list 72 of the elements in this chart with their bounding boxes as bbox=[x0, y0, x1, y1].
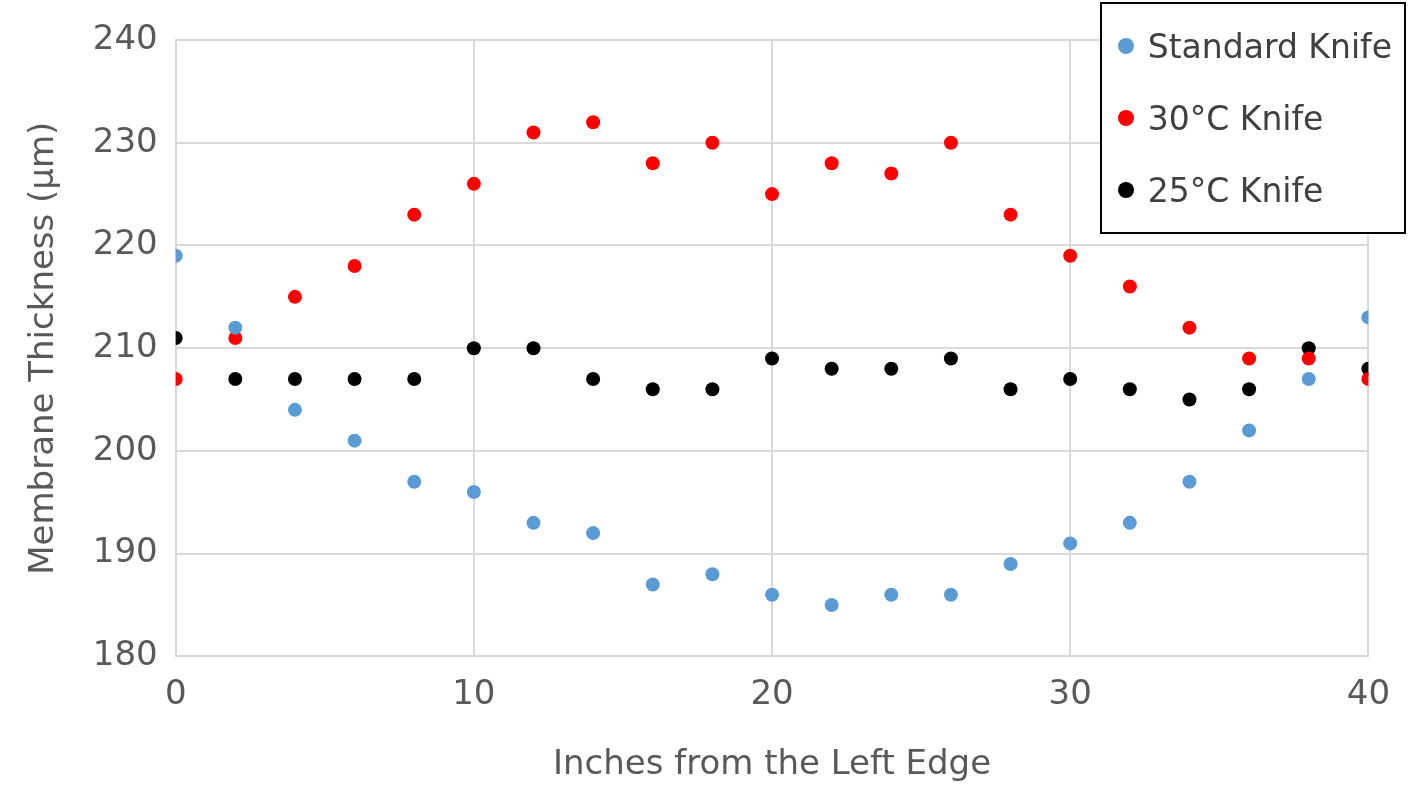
point bbox=[824, 598, 839, 613]
x-tick-label: 30 bbox=[1048, 671, 1092, 712]
point bbox=[645, 156, 660, 171]
point bbox=[824, 361, 839, 376]
y-tick-label: 240 bbox=[92, 16, 158, 57]
point bbox=[884, 361, 899, 376]
legend-label: 25°C Knife bbox=[1147, 170, 1324, 210]
y-tick-label: 220 bbox=[92, 222, 158, 263]
point bbox=[705, 382, 720, 397]
point bbox=[407, 372, 422, 387]
point bbox=[1122, 515, 1137, 530]
point bbox=[287, 289, 302, 304]
point bbox=[645, 577, 660, 592]
point bbox=[1242, 423, 1257, 438]
point bbox=[526, 515, 541, 530]
y-tick-label: 180 bbox=[92, 633, 158, 674]
y-axis-title: Membrane Thickness (µm) bbox=[21, 121, 62, 575]
point bbox=[705, 135, 720, 150]
point bbox=[1003, 382, 1018, 397]
point bbox=[1182, 320, 1197, 335]
point bbox=[943, 135, 958, 150]
point bbox=[407, 207, 422, 222]
point bbox=[1242, 382, 1257, 397]
y-tick-label: 230 bbox=[92, 119, 158, 160]
point bbox=[1182, 474, 1197, 489]
point bbox=[765, 587, 780, 602]
y-tick-label: 210 bbox=[92, 325, 158, 366]
point bbox=[765, 351, 780, 366]
point bbox=[466, 485, 481, 500]
point bbox=[1063, 248, 1078, 263]
point bbox=[407, 474, 422, 489]
point bbox=[943, 351, 958, 366]
point bbox=[1063, 372, 1078, 387]
x-tick-label: 40 bbox=[1346, 671, 1390, 712]
point bbox=[287, 372, 302, 387]
point bbox=[1182, 392, 1197, 407]
point bbox=[1003, 556, 1018, 571]
point bbox=[228, 372, 243, 387]
point bbox=[586, 372, 601, 387]
point bbox=[1301, 372, 1316, 387]
point bbox=[884, 166, 899, 181]
x-tick-label: 20 bbox=[750, 671, 794, 712]
point bbox=[645, 382, 660, 397]
point bbox=[1242, 351, 1257, 366]
x-tick-label: 10 bbox=[452, 671, 496, 712]
point bbox=[466, 176, 481, 191]
point bbox=[1122, 279, 1137, 294]
point bbox=[765, 187, 780, 202]
legend-label: Standard Knife bbox=[1147, 26, 1392, 66]
point bbox=[1063, 536, 1078, 551]
x-axis-title: Inches from the Left Edge bbox=[552, 742, 992, 783]
legend-label: 30°C Knife bbox=[1147, 98, 1324, 138]
point bbox=[347, 259, 362, 274]
x-tick-label: 0 bbox=[164, 671, 187, 712]
point bbox=[526, 341, 541, 356]
point bbox=[884, 587, 899, 602]
point bbox=[347, 372, 362, 387]
point bbox=[466, 341, 481, 356]
point bbox=[824, 156, 839, 171]
point bbox=[1301, 351, 1316, 366]
y-tick-label: 200 bbox=[92, 427, 158, 468]
point bbox=[228, 320, 243, 335]
point bbox=[1122, 382, 1137, 397]
point bbox=[347, 433, 362, 448]
point bbox=[586, 526, 601, 541]
point bbox=[526, 125, 541, 140]
point bbox=[1003, 207, 1018, 222]
point bbox=[586, 115, 601, 130]
point bbox=[287, 402, 302, 417]
point bbox=[705, 567, 720, 582]
point bbox=[943, 587, 958, 602]
y-tick-label: 190 bbox=[92, 530, 158, 571]
